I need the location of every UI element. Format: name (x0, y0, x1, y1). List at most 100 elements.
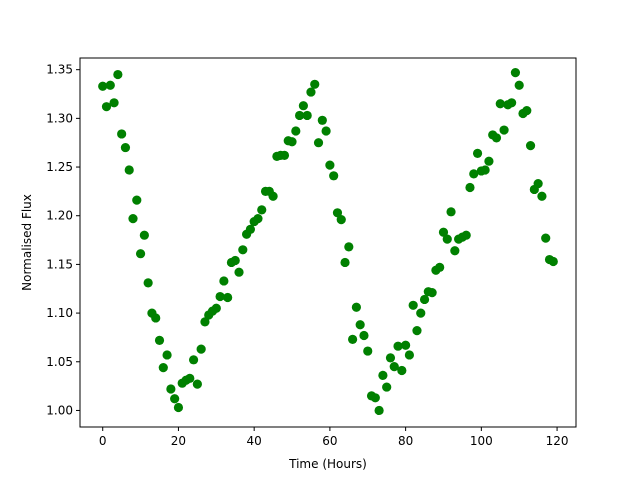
data-point (340, 257, 350, 268)
data-point (230, 255, 240, 266)
data-point (465, 182, 475, 193)
data-point (393, 341, 403, 351)
data-point (378, 370, 388, 380)
data-point (514, 80, 524, 90)
data-point (363, 346, 373, 356)
data-point (120, 142, 131, 153)
data-point (139, 230, 149, 240)
data-point (166, 384, 176, 394)
x-tick-label: 20 (171, 434, 186, 448)
data-point (268, 191, 278, 201)
data-point (124, 165, 134, 175)
data-point (461, 230, 471, 240)
data-point (359, 330, 369, 341)
data-point (313, 138, 324, 148)
data-point (310, 79, 320, 89)
data-point (132, 195, 142, 205)
data-point (192, 379, 202, 389)
data-point (291, 126, 301, 136)
data-point (382, 382, 392, 392)
data-point (101, 102, 112, 112)
data-point (223, 292, 233, 303)
data-point (188, 355, 199, 365)
points-layer (98, 68, 558, 416)
data-point (173, 402, 184, 413)
x-tick-label: 60 (322, 434, 337, 448)
data-point (109, 98, 119, 108)
data-point (484, 156, 494, 166)
data-point (507, 98, 517, 108)
y-tick-label: 1.20 (46, 209, 73, 223)
data-point (253, 214, 263, 224)
y-tick-label: 1.30 (46, 111, 73, 125)
data-point (446, 207, 456, 217)
data-point (317, 115, 327, 125)
x-tick-label: 120 (546, 434, 569, 448)
y-tick-label: 1.15 (46, 257, 73, 271)
data-point (419, 294, 430, 305)
data-point (412, 326, 422, 336)
y-tick-label: 1.10 (46, 306, 73, 320)
data-point (522, 105, 532, 116)
data-point (234, 267, 244, 277)
data-point (306, 87, 316, 97)
data-point (295, 110, 305, 121)
data-point (351, 302, 361, 312)
data-point (435, 262, 445, 272)
data-point (389, 362, 399, 372)
data-point (98, 81, 108, 91)
data-point (404, 350, 414, 360)
data-point (533, 179, 543, 189)
data-point (196, 344, 206, 354)
data-point (348, 334, 358, 344)
x-tick-label: 80 (398, 434, 413, 448)
data-point (374, 405, 384, 416)
x-tick-label: 0 (99, 434, 107, 448)
data-point (302, 110, 312, 121)
data-point (238, 245, 248, 255)
data-point (279, 150, 290, 160)
data-point (287, 137, 297, 147)
y-tick-label: 1.00 (46, 403, 73, 417)
data-point (472, 148, 483, 159)
data-point (537, 191, 547, 201)
y-axis-label: Normalised Flux (20, 194, 34, 291)
data-point (215, 291, 225, 302)
data-point (329, 171, 339, 181)
data-point (151, 313, 161, 323)
y-tick-label: 1.05 (46, 355, 73, 369)
data-point (332, 208, 343, 218)
data-point (128, 214, 138, 224)
data-point (450, 246, 460, 256)
data-point (408, 300, 418, 310)
data-point (499, 125, 509, 135)
plot-frame (79, 57, 577, 428)
data-point (117, 129, 127, 139)
data-point (298, 101, 308, 111)
x-tick-label: 100 (470, 434, 493, 448)
data-point (510, 68, 521, 78)
data-point (245, 224, 255, 234)
data-point (438, 227, 449, 237)
data-point (336, 215, 346, 225)
data-point (321, 126, 331, 136)
y-tick-label: 1.25 (46, 160, 73, 174)
data-point (442, 234, 452, 244)
data-point (469, 169, 479, 179)
data-point (185, 373, 195, 383)
data-point (427, 288, 437, 298)
data-point (105, 80, 115, 90)
data-point (162, 350, 172, 360)
data-point (257, 205, 267, 215)
data-point (370, 393, 380, 403)
data-point (158, 363, 168, 373)
data-point (495, 99, 505, 109)
data-point (480, 165, 490, 175)
data-point (385, 353, 396, 363)
plot-area (80, 58, 576, 427)
y-tick-label: 1.35 (46, 63, 73, 77)
data-point (416, 308, 426, 318)
data-point (219, 276, 229, 286)
x-axis-label: Time (Hours) (288, 457, 367, 471)
